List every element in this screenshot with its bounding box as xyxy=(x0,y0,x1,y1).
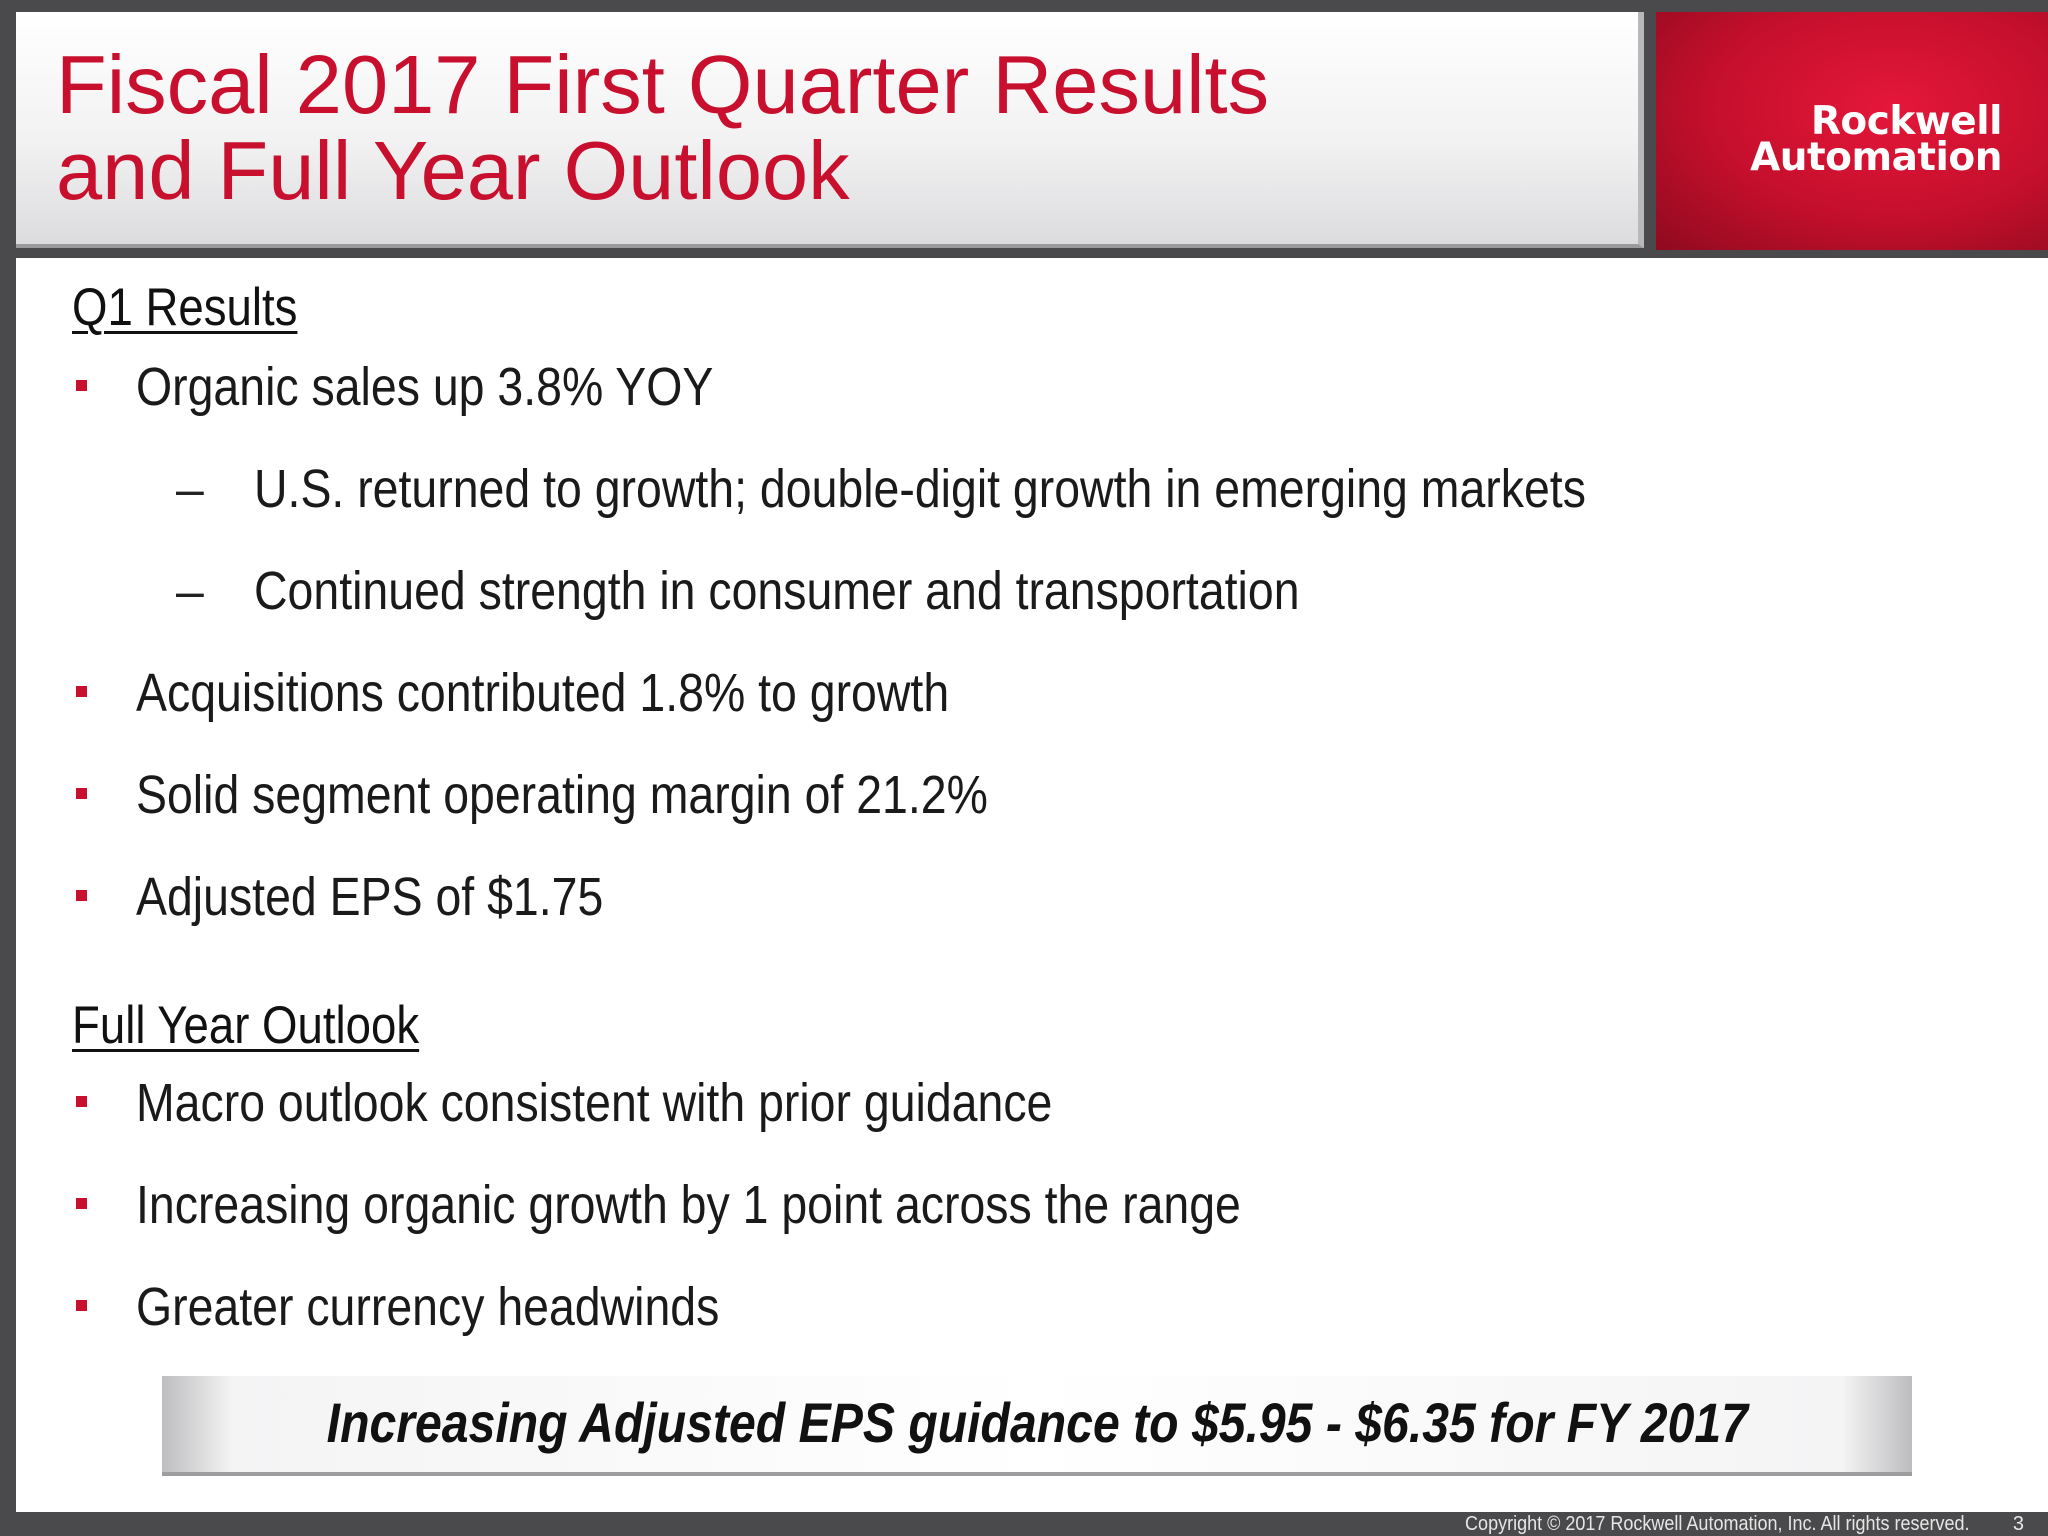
rockwell-logo: Rockwell Automation xyxy=(1656,12,2048,250)
sub-list-item-text: Continued strength in consumer and trans… xyxy=(254,561,1300,621)
title-line-1: Fiscal 2017 First Quarter Results xyxy=(56,38,1270,131)
red-square-bullet-icon xyxy=(76,380,87,391)
logo-line-1: Rockwell xyxy=(1810,99,2003,144)
dash-bullet-icon: – xyxy=(176,461,204,517)
guidance-banner-text: Increasing Adjusted EPS guidance to $5.9… xyxy=(326,1391,1748,1454)
title-line-2: and Full Year Outlook xyxy=(56,124,850,217)
logo-wordmark: Rockwell Automation xyxy=(1750,99,2003,180)
section-heading-full-year-outlook: Full Year Outlook xyxy=(72,996,420,1055)
list-item-text: Adjusted EPS of $1.75 xyxy=(136,867,604,927)
red-square-bullet-icon xyxy=(76,1096,87,1107)
guidance-banner: Increasing Adjusted EPS guidance to $5.9… xyxy=(162,1376,1912,1476)
slide-content: Q1 Results Organic sales up 3.8% YOY – U… xyxy=(16,258,2048,1512)
section-heading-q1-results: Q1 Results xyxy=(72,278,298,337)
red-square-bullet-icon xyxy=(76,788,87,799)
logo-line-2: Automation xyxy=(1750,135,2002,180)
sub-list-item-text: U.S. returned to growth; double-digit gr… xyxy=(254,459,1586,519)
page-number: 3 xyxy=(2012,1513,2024,1535)
list-item-text: Macro outlook consistent with prior guid… xyxy=(136,1073,1053,1133)
slide-title: Fiscal 2017 First Quarter Results and Fu… xyxy=(56,42,1269,214)
title-box: Fiscal 2017 First Quarter Results and Fu… xyxy=(16,12,1644,248)
dash-bullet-icon: – xyxy=(176,563,204,619)
list-item-text: Organic sales up 3.8% YOY xyxy=(136,357,714,417)
red-square-bullet-icon xyxy=(76,1300,87,1311)
slide-footer: Copyright © 2017 Rockwell Automation, In… xyxy=(0,1512,2048,1536)
red-square-bullet-icon xyxy=(76,686,87,697)
list-item-text: Solid segment operating margin of 21.2% xyxy=(136,765,988,825)
red-square-bullet-icon xyxy=(76,890,87,901)
red-square-bullet-icon xyxy=(76,1198,87,1209)
list-item-text: Acquisitions contributed 1.8% to growth xyxy=(136,663,950,723)
list-item-text: Increasing organic growth by 1 point acr… xyxy=(136,1175,1241,1235)
copyright-notice: Copyright © 2017 Rockwell Automation, In… xyxy=(1465,1513,1970,1535)
list-item-text: Greater currency headwinds xyxy=(136,1277,720,1337)
